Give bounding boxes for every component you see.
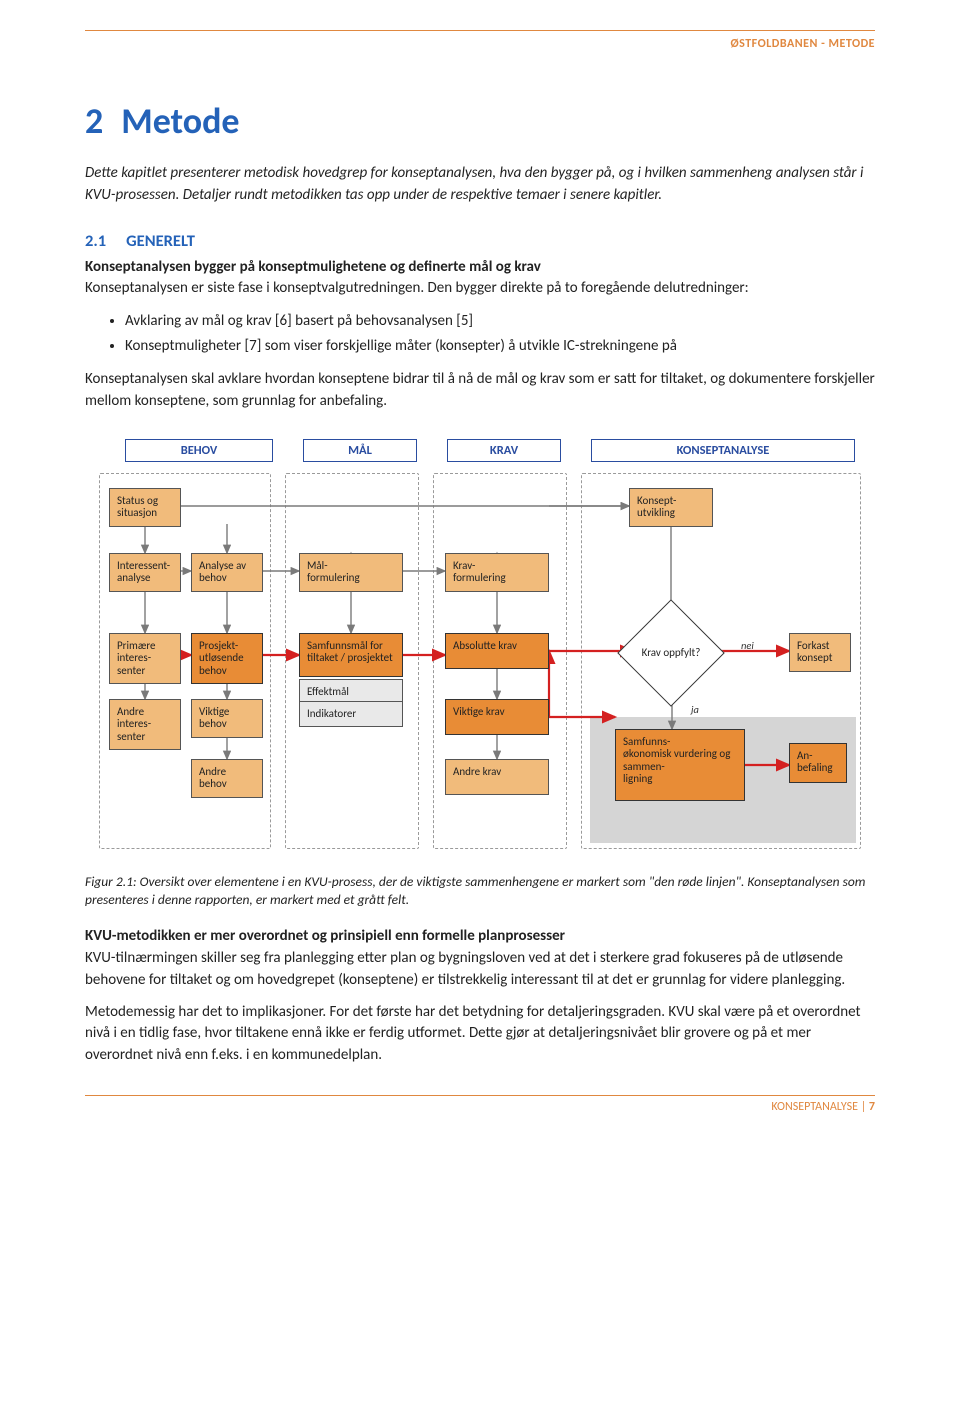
node-samfok: Samfunns-økonomisk vurdering og sammen-l… (615, 729, 745, 801)
edge-label-ja: ja (691, 703, 699, 716)
node-andrekrav: Andre krav (445, 759, 549, 795)
node-analysebehov: Analyse av behov (191, 553, 263, 592)
lead-para-2: KVU-metodikken er mer overordnet og prin… (85, 926, 875, 991)
para-2: Konseptanalysen skal avklare hvordan kon… (85, 369, 875, 413)
node-status: Status og situasjon (109, 488, 181, 527)
chapter-heading: 2 Metode (85, 99, 875, 143)
flowchart-figure: BEHOV MÅL KRAV KONSEPTANALYSE Status og … (85, 433, 875, 863)
running-header: ØSTFOLDBANEN - METODE (85, 37, 875, 51)
node-anbefal: An-befaling (789, 743, 847, 783)
node-indik: Indikatorer (299, 701, 403, 728)
header-rule (85, 30, 875, 31)
node-interess: Interessent-analyse (109, 553, 181, 592)
node-andreint: Andre interes-senter (109, 699, 181, 751)
chapter-number: 2 (85, 99, 103, 143)
para-1: Konseptanalysen er siste fase i konseptv… (85, 279, 749, 297)
col-header-mal: MÅL (303, 439, 417, 462)
decision-diamond: Krav oppfylt? (633, 615, 709, 691)
para-3: KVU-tilnærmingen skiller seg fra planleg… (85, 949, 845, 989)
edge-label-nei: nei (741, 639, 754, 652)
node-viktige: Viktige behov (191, 699, 263, 738)
para-4: Metodemessig har det to implikasjoner. F… (85, 1002, 875, 1067)
col-header-krav: KRAV (447, 439, 561, 462)
node-primare: Primære interes-senter (109, 633, 181, 685)
page-number: 7 (869, 1100, 875, 1114)
list-item: Konseptmuligheter [7] som viser forskjel… (125, 335, 875, 358)
footer: KONSEPTANALYSE | 7 (85, 1100, 875, 1114)
chapter-title-text: Metode (121, 99, 239, 143)
list-item: Avklaring av mål og krav [6] basert på b… (125, 310, 875, 333)
lead-bold-2: KVU-metodikken er mer overordnet og prin… (85, 927, 565, 945)
chapter-intro: Dette kapitlet presenterer metodisk hove… (85, 163, 875, 207)
bullet-list: Avklaring av mål og krav [6] basert på b… (125, 310, 875, 357)
node-konseptutv: Konsept-utvikling (629, 488, 713, 527)
lead-para-1: Konseptanalysen bygger på konseptmulighe… (85, 257, 875, 301)
node-absolutte: Absolutte krav (445, 633, 549, 669)
node-forkast: Forkast konsept (789, 633, 851, 672)
node-viktigekrav: Viktige krav (445, 699, 549, 735)
node-samfunns: Samfunnsmål for tiltaket / prosjektet (299, 633, 403, 677)
col-header-konseptanalyse: KONSEPTANALYSE (591, 439, 855, 462)
col-header-behov: BEHOV (125, 439, 273, 462)
node-prosjekt: Prosjekt-utløsende behov (191, 633, 263, 685)
section-number: 2.1 (85, 231, 106, 251)
node-andrebehov: Andre behov (191, 759, 263, 798)
section-heading: 2.1 GENERELT (85, 231, 875, 251)
lead-bold-1: Konseptanalysen bygger på konseptmulighe… (85, 258, 541, 276)
footer-label: KONSEPTANALYSE (771, 1100, 858, 1114)
diamond-label: Krav oppfylt? (633, 615, 709, 691)
footer-rule (85, 1095, 875, 1096)
node-kravform: Krav-formulering (445, 553, 549, 592)
section-title: GENERELT (126, 231, 195, 251)
figure-caption: Figur 2.1: Oversikt over elementene i en… (85, 873, 875, 911)
document-page: ØSTFOLDBANEN - METODE 2 Metode Dette kapi… (0, 0, 960, 1149)
node-malform: Mål-formulering (299, 553, 403, 592)
